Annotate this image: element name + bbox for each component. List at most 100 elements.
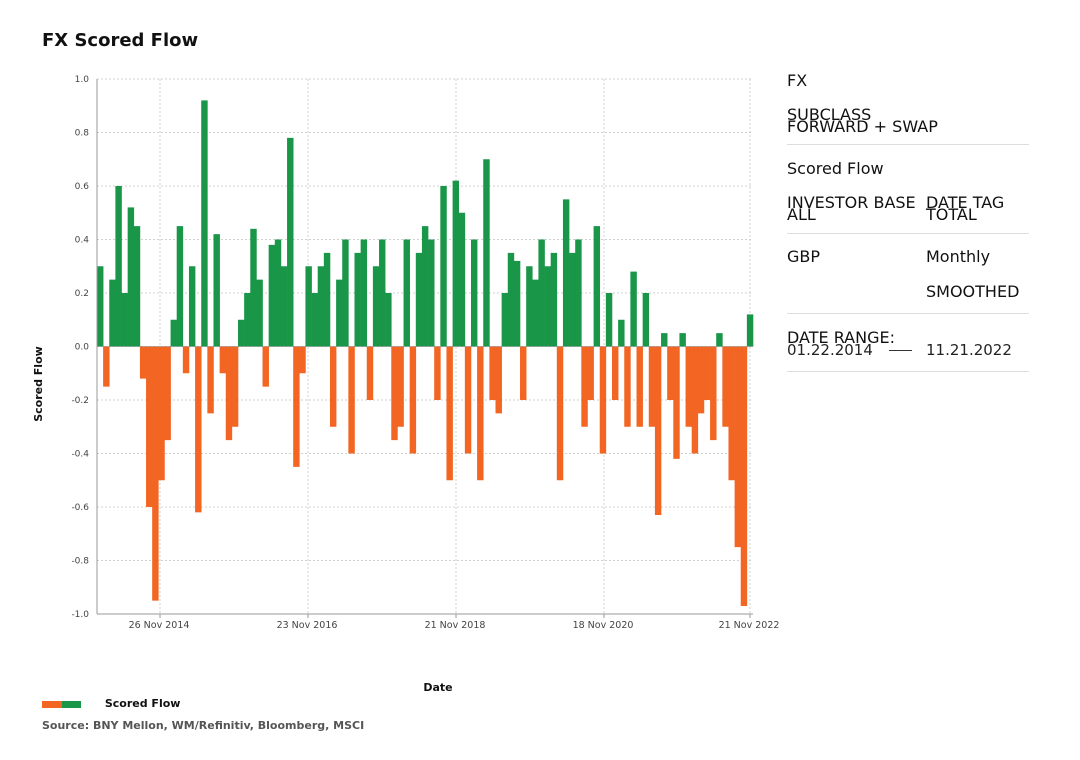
x-tick-labels: 26 Nov 2014 23 Nov 2016 21 Nov 2018 18 Nov … — [129, 620, 780, 631]
bar — [703, 346, 711, 400]
bar — [746, 314, 754, 347]
divider — [787, 144, 1029, 145]
date-range-label: DATE RANGE: — [787, 328, 895, 347]
y-tick-label: -0.6 — [71, 503, 89, 513]
bar — [372, 266, 380, 347]
bar — [630, 271, 637, 347]
bar — [483, 159, 490, 347]
bar — [348, 346, 355, 454]
bar — [667, 346, 674, 400]
date-end: 11.21.2022 — [926, 341, 1012, 359]
bar — [195, 346, 202, 513]
bar — [691, 346, 699, 454]
bar — [103, 346, 110, 387]
bar — [618, 319, 625, 347]
bar — [225, 346, 233, 441]
bar — [403, 239, 410, 347]
bar — [624, 346, 631, 427]
chart-title: FX Scored Flow — [42, 30, 199, 51]
y-tick-label: 0.4 — [75, 236, 90, 246]
bar — [188, 266, 196, 347]
bar — [428, 239, 435, 347]
bar — [385, 293, 392, 347]
bar — [231, 346, 239, 427]
currency: GBP — [787, 247, 821, 266]
bar — [146, 346, 153, 507]
bar — [317, 266, 325, 347]
investor-base-label: INVESTOR BASE — [787, 193, 916, 212]
y-tick-label: 0.0 — [75, 343, 90, 353]
y-tick-label: 0.8 — [75, 129, 90, 139]
bar — [513, 260, 521, 347]
bar — [587, 346, 594, 400]
bar — [728, 346, 735, 481]
bar — [152, 346, 159, 601]
subclass-value: FORWARD + SWAP — [787, 117, 938, 136]
bar — [532, 279, 539, 347]
legend-label: Scored Flow — [104, 697, 181, 710]
bar — [716, 333, 723, 347]
x-tick-label: 21 Nov 2022 — [719, 620, 780, 631]
y-tick-label: 0.2 — [75, 289, 89, 299]
bar — [526, 266, 533, 347]
divider — [787, 313, 1029, 314]
bar — [581, 346, 588, 427]
bar — [219, 346, 227, 374]
divider — [787, 371, 1029, 372]
bar — [446, 346, 453, 481]
asset-class: FX — [787, 71, 808, 90]
bar — [550, 252, 558, 347]
legend: Scored Flow — [42, 697, 180, 710]
bar — [685, 346, 692, 427]
bar — [507, 252, 515, 347]
bar — [569, 252, 576, 347]
bar — [740, 346, 748, 606]
bar — [599, 346, 607, 454]
bar — [262, 346, 269, 387]
bar — [415, 252, 423, 347]
bar — [97, 266, 104, 347]
bar — [458, 212, 466, 347]
bar — [697, 346, 705, 414]
bar — [464, 346, 472, 454]
bar — [434, 346, 441, 400]
bar — [280, 266, 288, 347]
frequency: Monthly — [926, 247, 991, 266]
x-tick-label: 18 Nov 2020 — [573, 620, 634, 631]
bar — [329, 346, 337, 427]
bar — [409, 346, 417, 454]
bar — [182, 346, 190, 374]
bar — [121, 293, 128, 347]
bar — [556, 346, 564, 481]
bar — [722, 346, 729, 427]
scored-flow-chart: 1.0 0.8 0.6 0.4 0.2 0.0 -0.2 -0.4 -0.6 -0.8 -1.0 2… — [32, 75, 780, 694]
bar — [661, 333, 668, 347]
date-range-dash — [889, 350, 912, 351]
bar — [354, 252, 361, 347]
bar — [201, 100, 208, 347]
bar — [734, 346, 742, 548]
date-tag-label: DATE TAG — [926, 193, 1005, 212]
bar — [379, 239, 386, 347]
bar — [336, 279, 343, 347]
bar — [562, 199, 570, 347]
bar — [501, 293, 509, 347]
bar — [654, 346, 662, 516]
bar — [470, 239, 478, 347]
bar — [679, 333, 686, 347]
bar — [366, 346, 374, 400]
bar — [605, 293, 613, 347]
bar — [323, 252, 331, 347]
bar — [452, 180, 460, 347]
bar — [287, 137, 294, 347]
bar — [311, 293, 319, 347]
bar — [305, 266, 312, 347]
bar — [158, 346, 165, 481]
bar — [360, 239, 368, 347]
y-tick-labels: 1.0 0.8 0.6 0.4 0.2 0.0 -0.2 -0.4 -0.6 -0.8 -1.0 — [71, 75, 89, 620]
bar — [244, 293, 251, 347]
bar — [133, 226, 141, 347]
bar — [250, 228, 257, 347]
bar — [115, 186, 122, 347]
y-tick-label: 1.0 — [75, 75, 90, 85]
